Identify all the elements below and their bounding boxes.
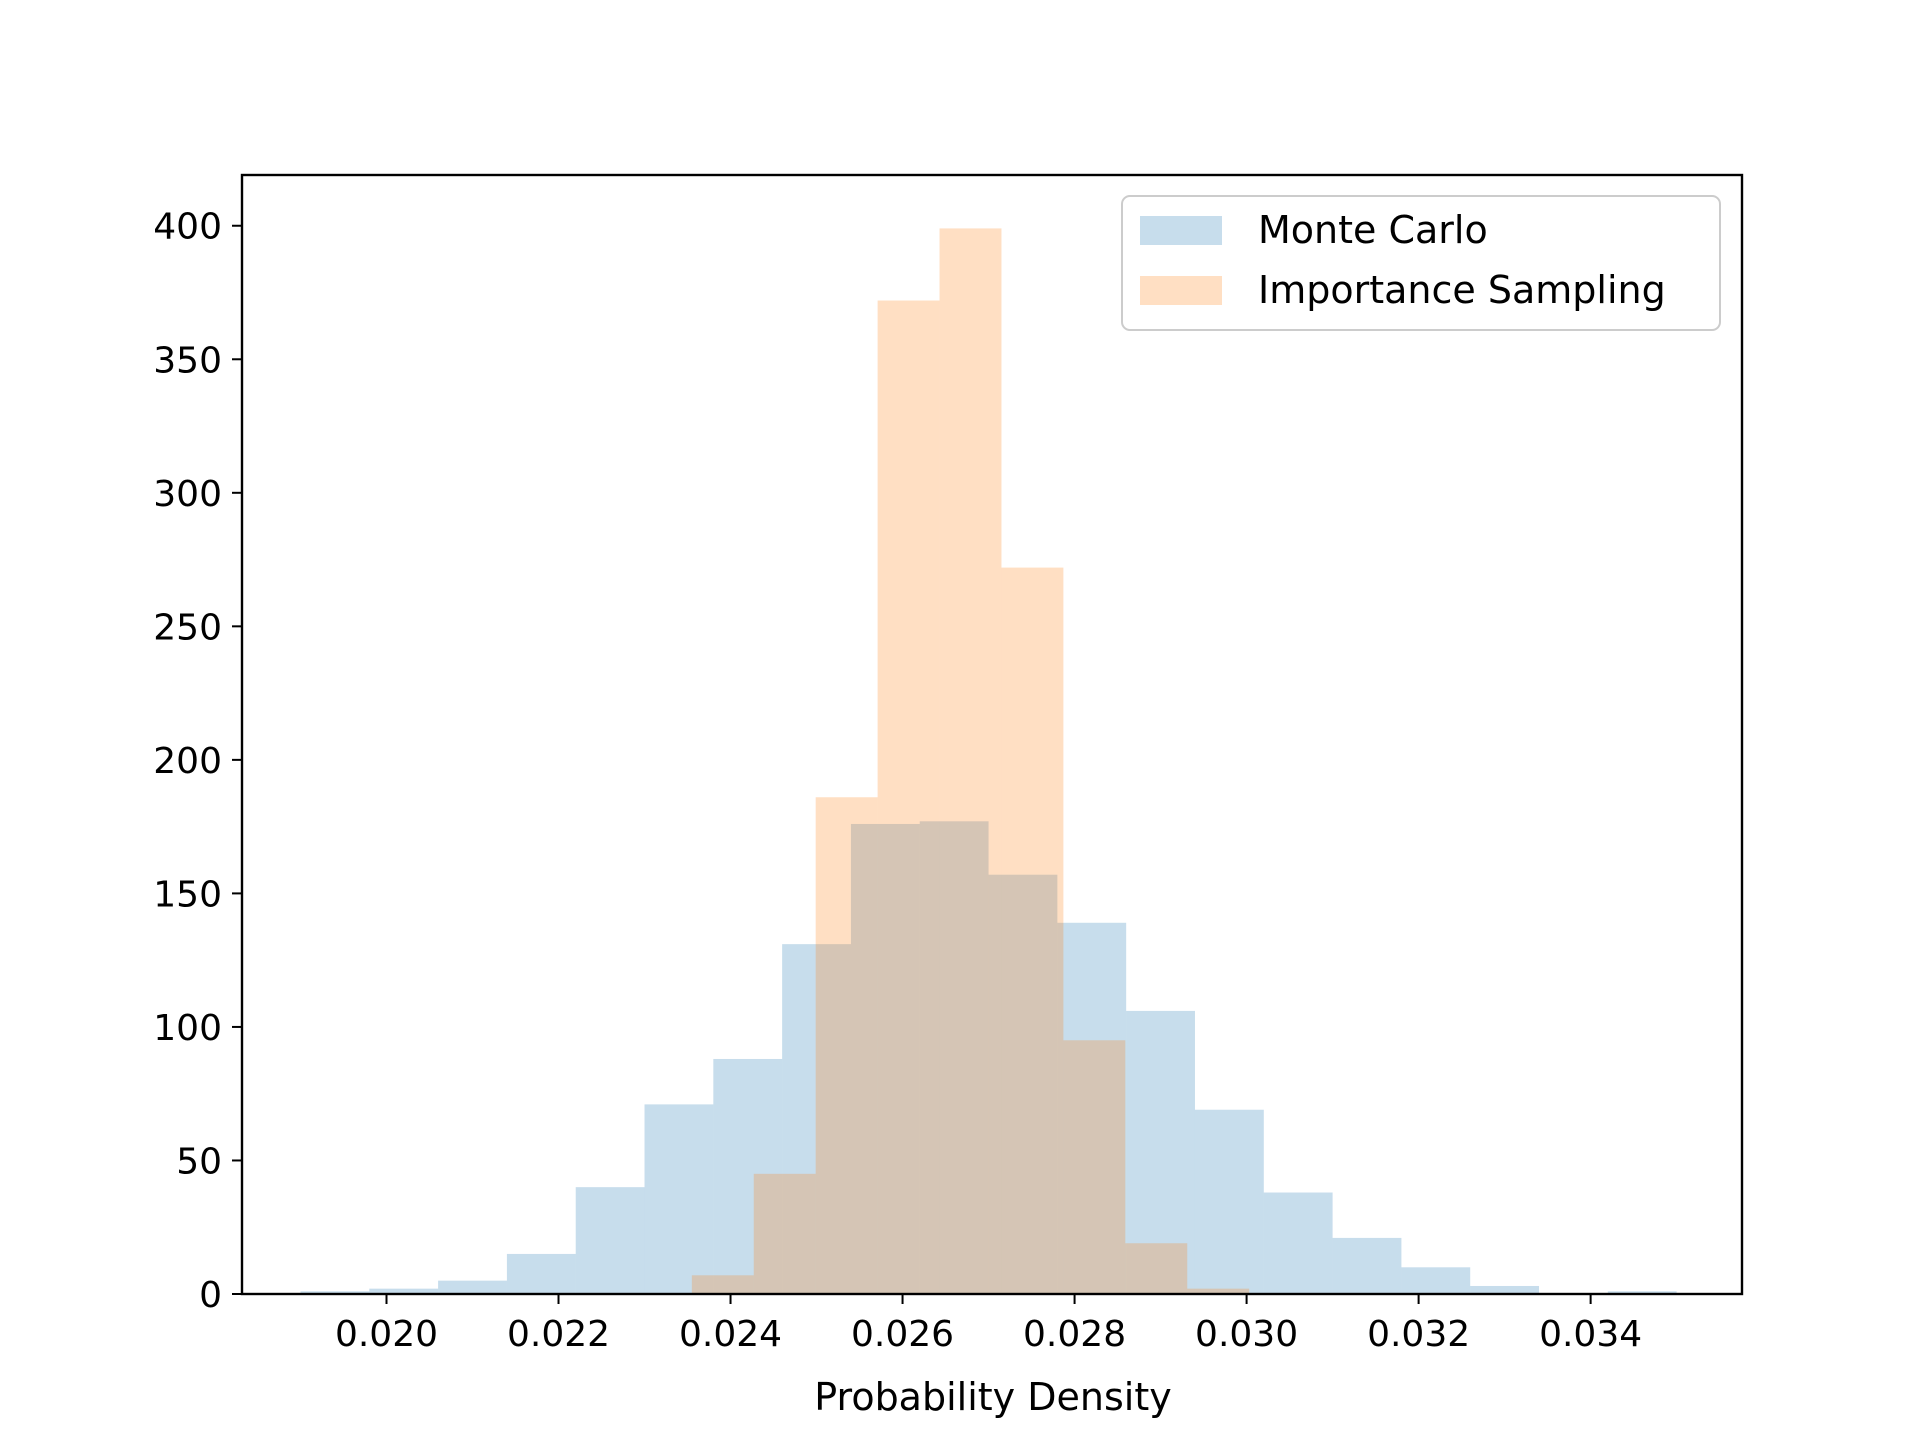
legend-label: Importance Sampling [1258,268,1666,312]
x-tick-label: 0.028 [1023,1314,1126,1355]
histogram-bar [1125,1243,1188,1294]
x-tick-label: 0.030 [1195,1314,1298,1355]
series-importance-sampling [691,228,1250,1295]
histogram-bar [1057,922,1127,1294]
y-tick-label: 0 [199,1275,222,1316]
x-tick-label: 0.020 [335,1314,438,1355]
x-tick-label: 0.022 [507,1314,610,1355]
y-tick-label: 100 [153,1008,222,1049]
histogram-bar [815,797,878,1294]
legend-swatch [1140,276,1222,305]
y-tick-label: 400 [153,207,222,248]
legend-label: Monte Carlo [1258,208,1488,252]
histogram-bar [1194,1109,1264,1294]
histogram-bar [713,1058,783,1294]
y-tick-label: 300 [153,474,222,515]
histogram-bar [939,228,1002,1295]
legend-box [1121,195,1721,331]
histogram-bar [1607,1291,1677,1294]
histogram-bar [369,1288,439,1294]
y-tick-label: 150 [153,874,222,915]
histogram-bar [1401,1267,1471,1294]
y-axis-ticks: 0 50 100 150 200 250 300 350 400 [153,207,242,1316]
histogram-bar [988,874,1058,1294]
legend-swatch [1140,216,1222,245]
x-tick-label: 0.026 [851,1314,954,1355]
histogram-bar [1187,1288,1250,1294]
x-axis-label: Probability Density [814,1375,1171,1419]
y-tick-label: 350 [153,340,222,381]
histogram-bar [1332,1237,1402,1294]
histogram-bar [1001,567,1064,1294]
x-tick-label: 0.024 [679,1314,782,1355]
histogram-bar [782,944,851,1294]
x-axis-ticks: 0.020 0.022 0.024 0.026 0.028 0.030 0.032 0.034 [335,1294,1642,1355]
histogram-bar [753,1173,816,1294]
histogram-bar [1126,1010,1195,1294]
axes-frame [240,173,1744,1296]
histogram-bar [919,821,989,1294]
histogram-bar [1263,1192,1333,1294]
y-tick-label: 250 [153,607,222,648]
histogram-bar [506,1253,576,1294]
histogram-bar [300,1291,370,1294]
bars-layer [300,228,1677,1295]
histogram-bar [691,1275,754,1294]
series-monte-carlo [300,821,1677,1294]
x-tick-label: 0.032 [1367,1314,1470,1355]
histogram-bar [575,1187,645,1294]
y-tick-label: 50 [176,1141,222,1182]
x-tick-label: 0.034 [1539,1314,1642,1355]
histogram-bar [1063,1040,1126,1294]
legend: Monte Carlo Importance Sampling [1121,195,1721,331]
histogram-bar [877,300,940,1295]
histogram-bar [1470,1285,1540,1294]
y-tick-label: 200 [153,741,222,782]
histogram-bar [644,1104,714,1294]
histogram-bar [438,1280,507,1294]
histogram-bar [850,823,920,1294]
